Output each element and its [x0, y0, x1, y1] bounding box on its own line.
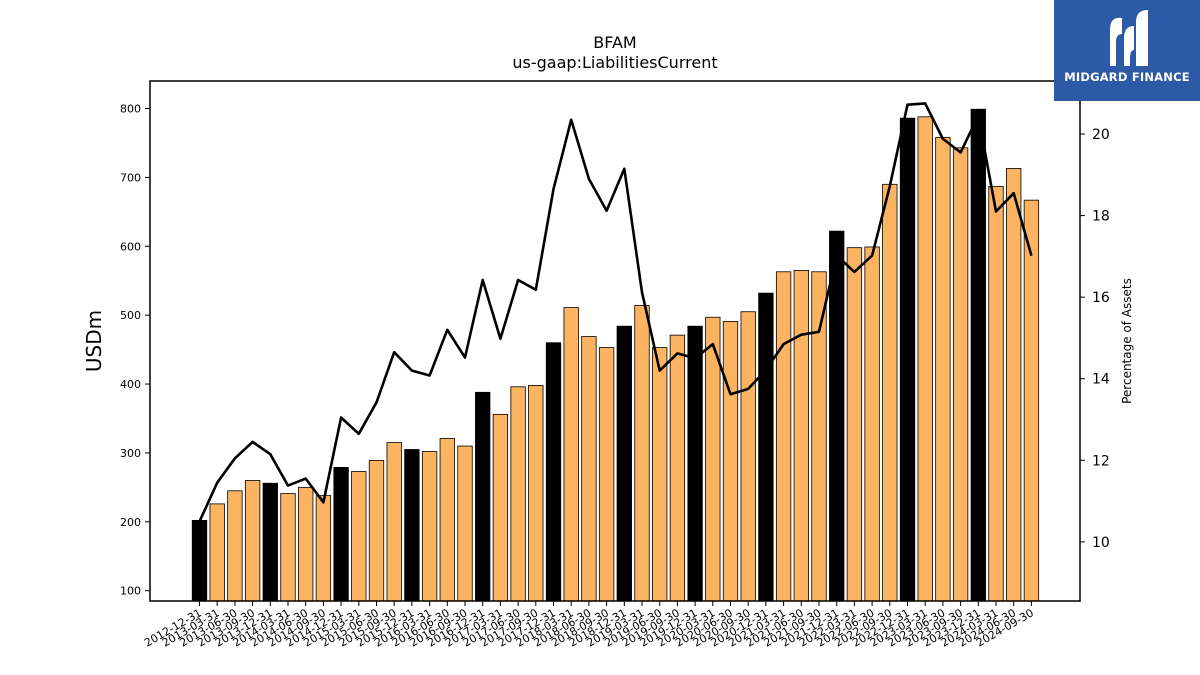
- y-tick-label: 200: [120, 516, 141, 529]
- midgard-finance-logo: MIDGARD FINANCE: [1054, 0, 1200, 101]
- bar: [970, 108, 986, 602]
- bar: [917, 116, 933, 602]
- bar: [191, 520, 208, 602]
- bar: [262, 482, 278, 602]
- bar: [669, 334, 686, 602]
- y-tick-label: 800: [120, 103, 141, 116]
- y2-tick-label: 14: [1092, 372, 1110, 388]
- percentage-line: [198, 102, 1033, 523]
- bar: [899, 117, 916, 602]
- bar: [298, 486, 314, 602]
- bar: [510, 386, 526, 602]
- y-tick-label: 400: [120, 378, 141, 391]
- bar: [581, 336, 597, 602]
- bar: [280, 493, 296, 602]
- bar: [882, 183, 898, 602]
- logo-text: MIDGARD FINANCE: [1064, 70, 1190, 84]
- bar: [1023, 199, 1040, 602]
- bar: [616, 325, 632, 602]
- bar: [793, 270, 809, 602]
- bar: [1006, 168, 1022, 602]
- plot-frame: [149, 80, 1081, 602]
- bar: [545, 342, 562, 602]
- bar: [740, 311, 756, 602]
- bar: [829, 230, 845, 602]
- bar: [811, 271, 827, 602]
- bar: [952, 147, 969, 602]
- bar: [758, 292, 774, 602]
- bar: [439, 438, 455, 602]
- bar: [457, 445, 473, 602]
- bar: [722, 320, 739, 602]
- chart-subtitle: us-gaap:LiabilitiesCurrent: [512, 53, 718, 72]
- y2-tick-label: 18: [1092, 209, 1110, 225]
- bar: [492, 413, 509, 602]
- bar: [528, 385, 544, 602]
- chart-title: BFAM: [593, 33, 637, 52]
- bar: [386, 442, 402, 602]
- bar: [775, 271, 792, 602]
- bar: [333, 466, 349, 602]
- bar: [563, 307, 579, 602]
- y-tick-label: 100: [120, 585, 141, 598]
- bar: [687, 325, 703, 602]
- bar: [315, 495, 332, 602]
- bar: [244, 480, 261, 602]
- y-tick-label: 500: [120, 309, 141, 322]
- y2-tick-label: 10: [1092, 535, 1110, 551]
- bar: [598, 347, 615, 602]
- y-axis-label: USDm: [82, 310, 106, 372]
- bar: [404, 449, 420, 602]
- bar: [864, 246, 880, 602]
- bar: [209, 503, 225, 602]
- bar: [935, 137, 951, 602]
- y2-axis-label: Percentage of Assets: [1120, 278, 1134, 404]
- bar: [846, 247, 863, 602]
- bar: [475, 391, 491, 602]
- bar: [634, 305, 650, 602]
- y-tick-label: 300: [120, 447, 141, 460]
- bar: [227, 490, 243, 602]
- logo-mark-icon: [1110, 10, 1148, 66]
- bar: [421, 451, 438, 602]
- y2-tick-label: 16: [1092, 290, 1110, 306]
- bar: [368, 460, 385, 602]
- y2-tick-label: 20: [1092, 127, 1110, 143]
- y2-tick-label: 12: [1092, 453, 1110, 469]
- bar: [988, 185, 1004, 602]
- bar: [351, 471, 367, 602]
- y-tick-label: 600: [120, 240, 141, 253]
- bar: [652, 347, 668, 602]
- y-tick-label: 700: [120, 171, 141, 184]
